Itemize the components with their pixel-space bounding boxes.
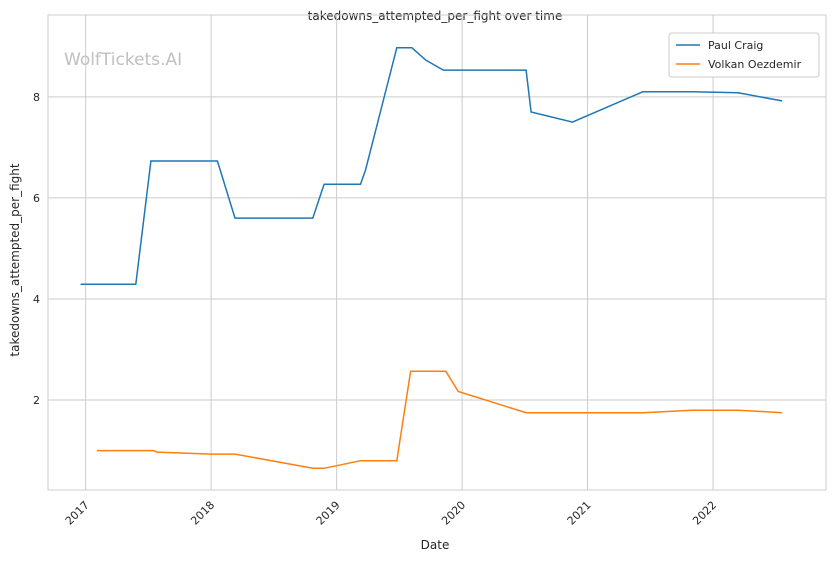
x-tick-label: 2018 <box>188 499 217 528</box>
series-lines <box>80 47 783 470</box>
x-axis: 2017 2018 2019 2020 2021 2022 <box>63 499 719 528</box>
y-tick-label: 8 <box>33 91 40 104</box>
x-axis-label: Date <box>421 538 450 552</box>
x-tick-label: 2021 <box>565 499 594 528</box>
plot-frame <box>47 14 827 491</box>
watermark: WolfTickets.AI <box>64 50 182 70</box>
legend-box <box>668 32 820 78</box>
x-tick-label: 2022 <box>690 499 719 528</box>
y-tick-label: 2 <box>33 394 40 407</box>
legend-label-paul-craig: Paul Craig <box>708 39 763 52</box>
y-tick-label: 4 <box>33 293 40 306</box>
chart-title: takedowns_attempted_per_fight over time <box>308 9 563 23</box>
x-tick-label: 2020 <box>439 499 468 528</box>
y-axis-label: takedowns_attempted_per_fight <box>8 163 22 356</box>
series-line-paul-craig <box>80 47 783 286</box>
grid <box>48 15 826 490</box>
y-tick-label: 6 <box>33 192 40 205</box>
series-line-volkan-oezdemir <box>96 370 783 470</box>
legend: Paul Craig Volkan Oezdemir <box>668 32 820 78</box>
x-tick-label: 2019 <box>314 499 343 528</box>
legend-label-volkan-oezdemir: Volkan Oezdemir <box>708 58 802 71</box>
y-axis: 2 4 6 8 <box>33 91 40 407</box>
x-tick-label: 2017 <box>63 499 92 528</box>
